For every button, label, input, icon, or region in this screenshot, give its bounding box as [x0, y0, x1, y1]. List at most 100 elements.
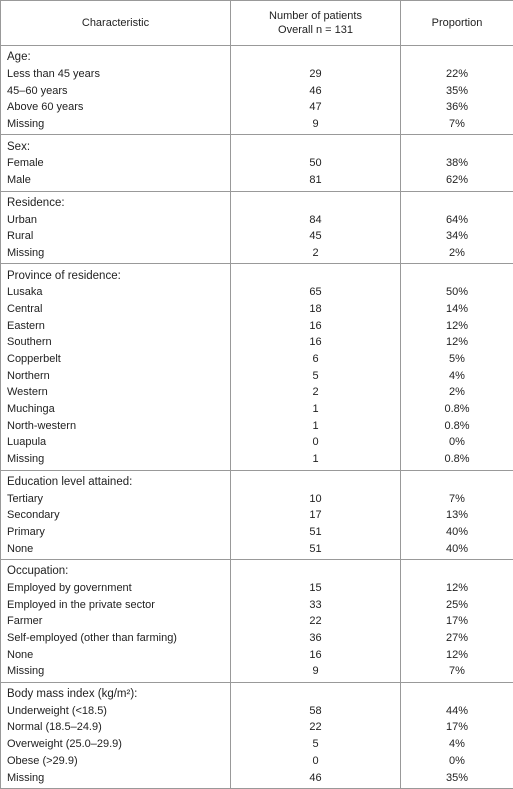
section-heading: Province of residence: — [1, 264, 231, 284]
proportion: 13% — [401, 507, 513, 524]
row-label: Normal (18.5–24.9) — [1, 719, 231, 736]
row-label: Missing — [1, 663, 231, 682]
patient-count: 51 — [231, 524, 401, 541]
row-label: Eastern — [1, 317, 231, 334]
row-label: Missing — [1, 769, 231, 788]
proportion: 0% — [401, 434, 513, 451]
patient-count: 33 — [231, 596, 401, 613]
patient-count: 16 — [231, 317, 401, 334]
row-label: Employed by government — [1, 580, 231, 597]
section-heading-row: Age: — [1, 46, 513, 66]
proportion: 7% — [401, 116, 513, 135]
section-heading-row: Body mass index (kg/m²): — [1, 682, 513, 702]
row-label: Tertiary — [1, 490, 231, 507]
proportion: 36% — [401, 99, 513, 116]
row-label: Obese (>29.9) — [1, 753, 231, 770]
proportion: 5% — [401, 351, 513, 368]
empty-cell — [401, 135, 513, 155]
patient-count: 46 — [231, 82, 401, 99]
proportion: 12% — [401, 580, 513, 597]
empty-cell — [231, 470, 401, 490]
proportion: 25% — [401, 596, 513, 613]
section-heading: Occupation: — [1, 559, 231, 579]
patient-count: 36 — [231, 630, 401, 647]
header-cell: Proportion — [401, 1, 513, 46]
row-label: Farmer — [1, 613, 231, 630]
patient-count: 65 — [231, 284, 401, 301]
patient-count: 1 — [231, 451, 401, 470]
empty-cell — [231, 135, 401, 155]
row-label: Muchinga — [1, 401, 231, 418]
patient-count: 47 — [231, 99, 401, 116]
row-label: Northern — [1, 367, 231, 384]
empty-cell — [231, 682, 401, 702]
patient-count: 84 — [231, 211, 401, 228]
proportion: 0.8% — [401, 451, 513, 470]
proportion: 17% — [401, 719, 513, 736]
header-cell: Characteristic — [1, 1, 231, 46]
proportion: 50% — [401, 284, 513, 301]
patient-count: 9 — [231, 663, 401, 682]
row-label: Lusaka — [1, 284, 231, 301]
patient-count: 22 — [231, 719, 401, 736]
proportion: 38% — [401, 155, 513, 172]
row-label: North-western — [1, 417, 231, 434]
row-label: Urban — [1, 211, 231, 228]
row-label: Above 60 years — [1, 99, 231, 116]
section-heading: Education level attained: — [1, 470, 231, 490]
proportion: 4% — [401, 367, 513, 384]
section-heading: Age: — [1, 46, 231, 66]
section-heading-row: Sex: — [1, 135, 513, 155]
row-label: Overweight (25.0–29.9) — [1, 736, 231, 753]
empty-cell — [231, 46, 401, 66]
row-label: Luapula — [1, 434, 231, 451]
row-label: Missing — [1, 245, 231, 264]
header-line: Overall n = 131 — [237, 23, 394, 37]
proportion: 40% — [401, 540, 513, 559]
row-label: Southern — [1, 334, 231, 351]
empty-cell — [401, 46, 513, 66]
proportion: 12% — [401, 646, 513, 663]
patient-count: 17 — [231, 507, 401, 524]
empty-cell — [401, 559, 513, 579]
row-label: None — [1, 540, 231, 559]
row-label: Copperbelt — [1, 351, 231, 368]
patient-count: 5 — [231, 736, 401, 753]
proportion: 0.8% — [401, 401, 513, 418]
patient-count: 18 — [231, 301, 401, 318]
row-label: Rural — [1, 228, 231, 245]
patient-count: 0 — [231, 753, 401, 770]
section-heading: Residence: — [1, 191, 231, 211]
patient-count: 0 — [231, 434, 401, 451]
proportion: 34% — [401, 228, 513, 245]
proportion: 27% — [401, 630, 513, 647]
patient-count: 81 — [231, 172, 401, 191]
table-section: Body mass index (kg/m²):Underweight (<18… — [1, 682, 513, 788]
patient-count: 45 — [231, 228, 401, 245]
